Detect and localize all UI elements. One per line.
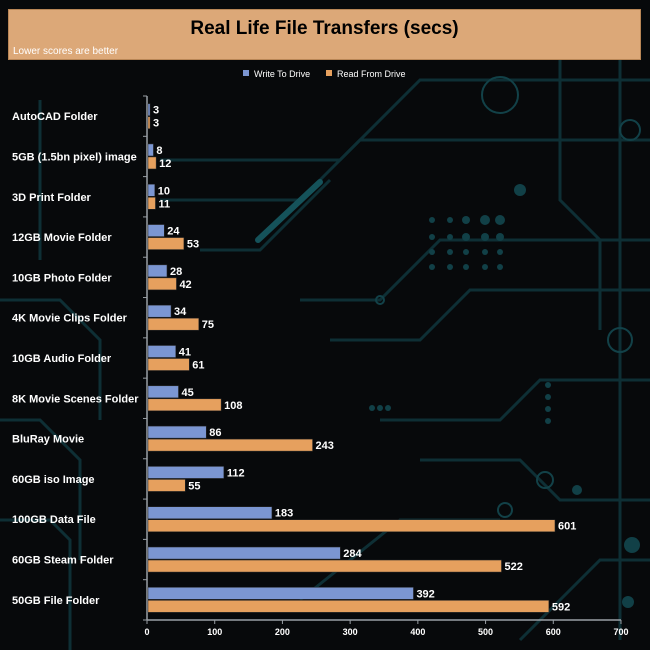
- chart-subtitle: Lower scores are better: [13, 46, 119, 57]
- category-label: 12GB Movie Folder: [12, 232, 112, 244]
- x-tick-label: 100: [207, 627, 222, 637]
- bar-write: [147, 546, 341, 560]
- category-label: AutoCAD Folder: [12, 111, 98, 123]
- value-label-read: 42: [179, 279, 191, 291]
- value-label-write: 86: [209, 427, 221, 439]
- bar-write: [147, 587, 414, 600]
- value-label-write: 28: [170, 266, 182, 278]
- value-label-write: 284: [343, 548, 362, 560]
- value-label-read: 522: [504, 561, 522, 573]
- value-label-read: 108: [224, 400, 242, 412]
- legend-swatch: [326, 70, 332, 76]
- bar-write: [147, 385, 179, 399]
- bar-write: [147, 103, 151, 116]
- chart-header: Real Life File Transfers (secs) Lower sc…: [8, 9, 641, 60]
- bar-read: [147, 237, 185, 250]
- x-tick-label: 200: [275, 627, 290, 637]
- category-label: 50GB File Folder: [12, 595, 100, 607]
- value-label-write: 41: [179, 347, 191, 359]
- bar-write: [147, 425, 207, 439]
- category-label: 8K Movie Scenes Folder: [12, 393, 139, 405]
- value-label-read: 12: [159, 158, 171, 170]
- bar-write: [147, 506, 273, 519]
- bar-read: [147, 277, 177, 291]
- x-tick-label: 600: [546, 627, 561, 637]
- bar-read: [147, 317, 200, 331]
- bar-write: [147, 304, 172, 318]
- value-label-write: 8: [156, 145, 162, 157]
- legend-swatch: [243, 70, 249, 76]
- category-label: 3D Print Folder: [12, 192, 92, 204]
- value-label-read: 592: [552, 601, 570, 613]
- x-tick-label: 0: [144, 627, 149, 637]
- category-label: 100GB Data File: [12, 514, 96, 526]
- value-label-write: 3: [153, 105, 159, 117]
- value-label-read: 55: [188, 480, 200, 492]
- bar-write: [147, 143, 154, 157]
- bar-read: [147, 358, 190, 371]
- value-label-write: 183: [275, 508, 293, 520]
- bar-read: [147, 438, 313, 452]
- value-label-write: 392: [416, 588, 434, 600]
- bar-write: [147, 264, 168, 278]
- bar-read: [147, 156, 157, 170]
- value-label-write: 10: [158, 185, 170, 197]
- value-label-write: 45: [181, 387, 193, 399]
- bar-write: [147, 184, 156, 197]
- value-label-write: 112: [227, 467, 245, 479]
- value-label-write: 24: [167, 226, 180, 238]
- category-label: 60GB iso Image: [12, 474, 95, 486]
- bar-read: [147, 116, 151, 129]
- legend-label: Write To Drive: [254, 69, 310, 79]
- bar-read: [147, 479, 186, 492]
- x-tick-label: 700: [613, 627, 628, 637]
- category-label: 5GB (1.5bn pixel) image: [12, 151, 137, 163]
- category-label: BluRay Movie: [12, 434, 84, 446]
- value-label-read: 53: [187, 239, 199, 251]
- bar-write: [147, 345, 177, 358]
- bar-read: [147, 398, 222, 412]
- value-label-write: 34: [174, 306, 187, 318]
- category-label: 60GB Steam Folder: [12, 555, 114, 567]
- category-label: 10GB Photo Folder: [12, 272, 112, 284]
- value-label-read: 243: [316, 440, 334, 452]
- bar-read: [147, 197, 156, 210]
- x-tick-label: 400: [410, 627, 425, 637]
- category-label: 4K Movie Clips Folder: [12, 313, 128, 325]
- value-label-read: 11: [158, 198, 170, 210]
- value-label-read: 61: [192, 360, 204, 372]
- value-label-read: 3: [153, 118, 159, 130]
- bar-read: [147, 559, 502, 573]
- x-tick-label: 500: [478, 627, 493, 637]
- chart-title: Real Life File Transfers (secs): [190, 18, 459, 39]
- bar-read: [147, 519, 556, 532]
- category-label: 10GB Audio Folder: [12, 353, 112, 365]
- bar-write: [147, 466, 225, 479]
- bar-write: [147, 224, 165, 237]
- value-label-read: 75: [202, 319, 214, 331]
- bar-read: [147, 600, 550, 613]
- x-tick-label: 300: [343, 627, 358, 637]
- legend-label: Read From Drive: [337, 69, 406, 79]
- value-label-read: 601: [558, 521, 576, 533]
